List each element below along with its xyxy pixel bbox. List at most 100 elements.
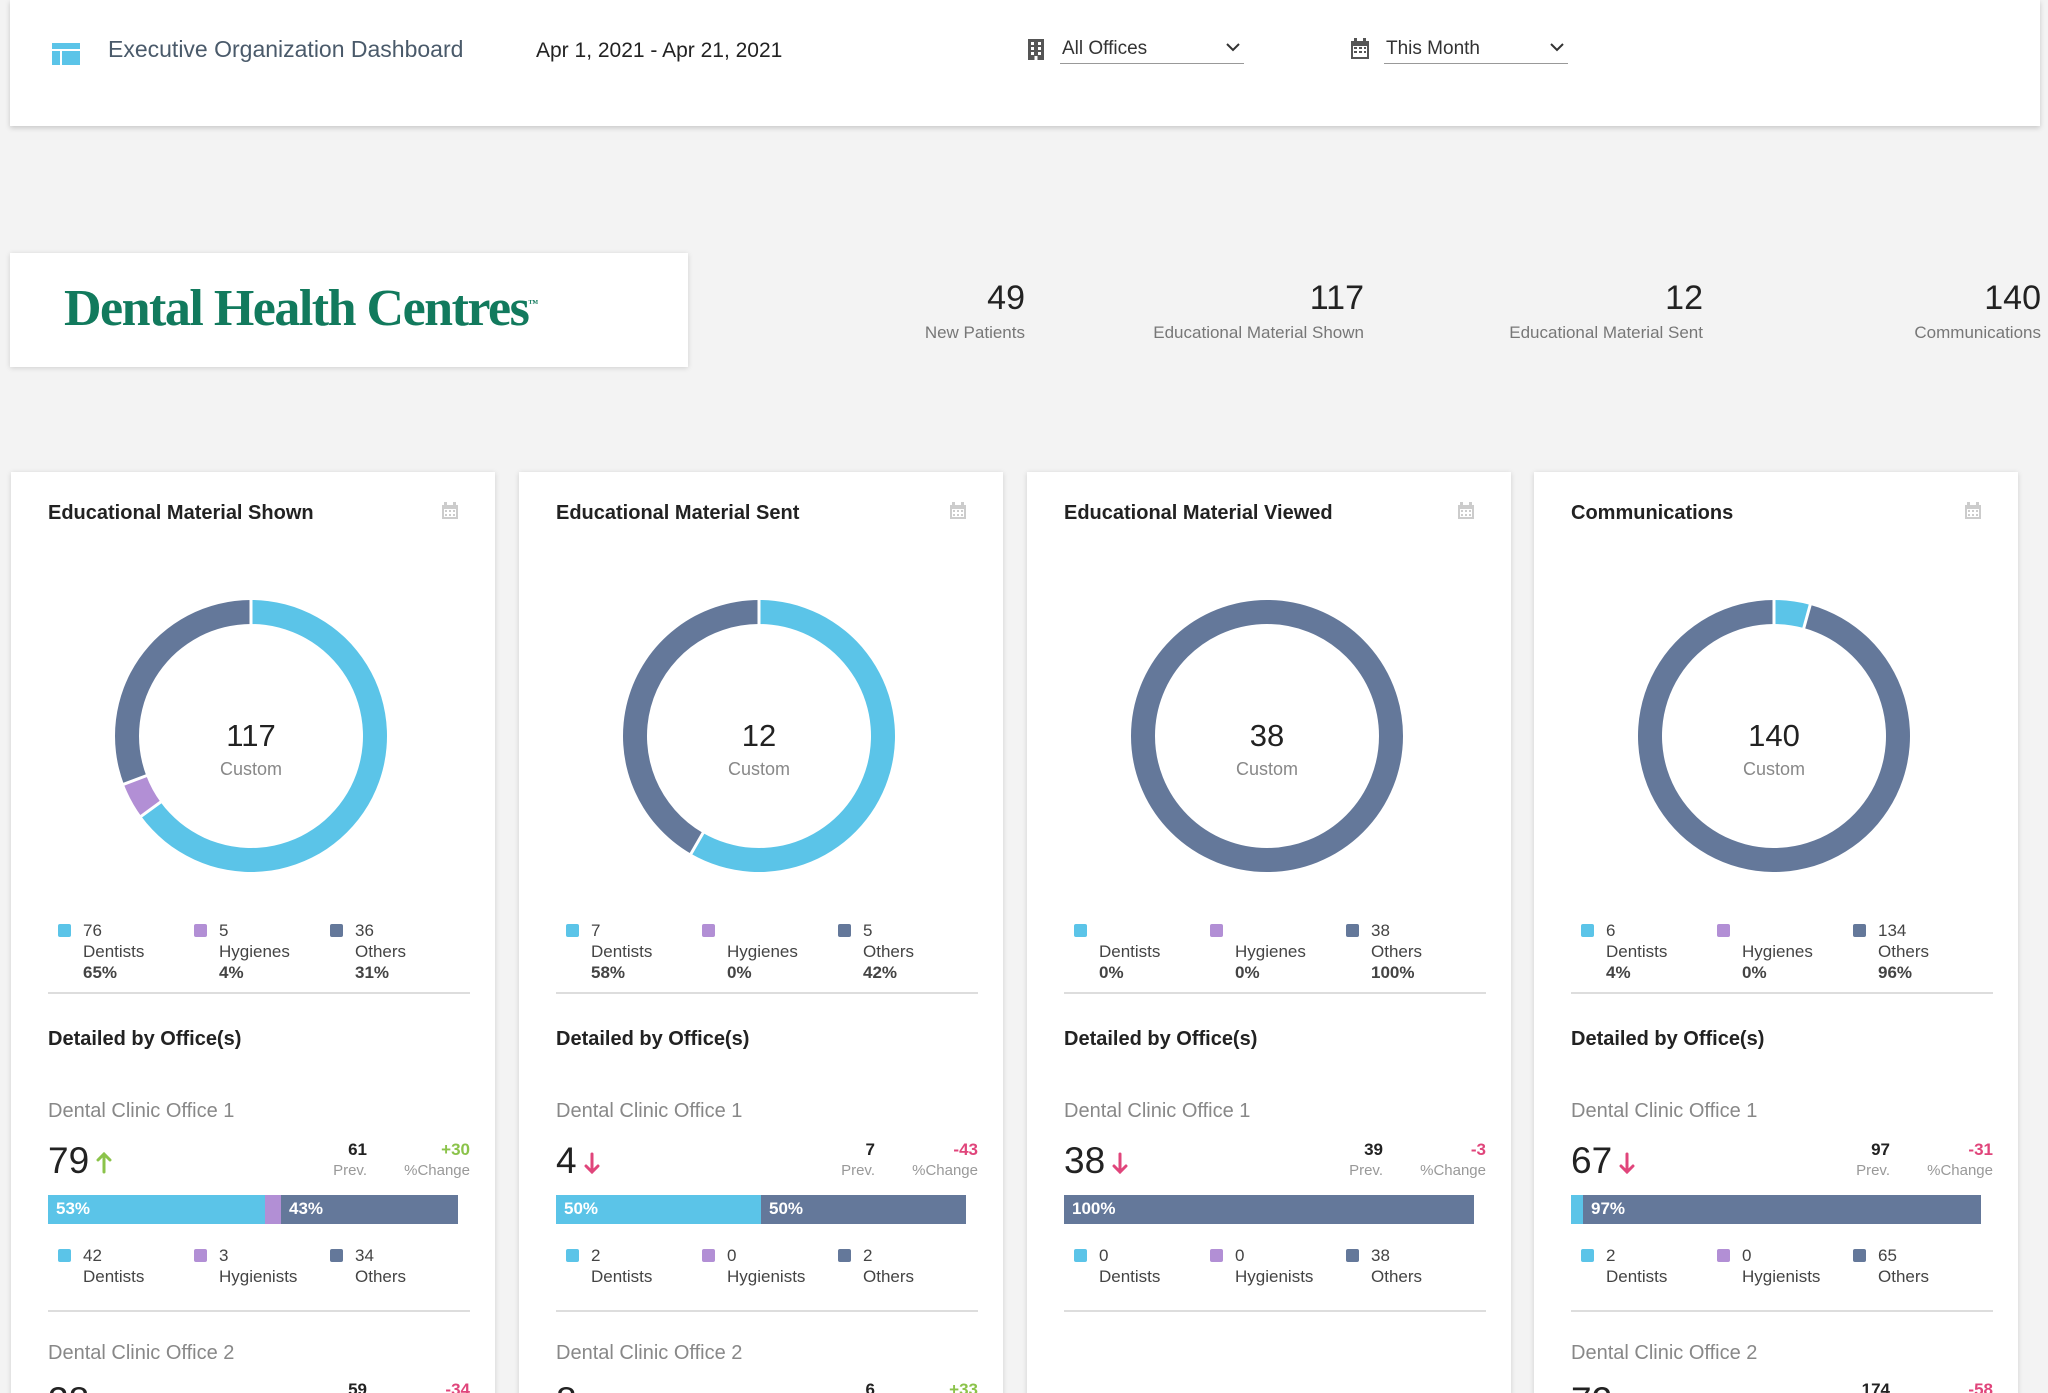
donut-slice-others	[115, 600, 251, 785]
trend-down-arrow-icon	[584, 1152, 600, 1175]
donut-svg	[1131, 600, 1403, 872]
card-communications: Communications 140 Custom 6 Dentists 4%	[1534, 472, 2018, 1393]
legend-label: Others	[1878, 1267, 1930, 1286]
office-breakdown-bar: 97%	[1571, 1195, 1981, 1224]
legend-label: Others	[1371, 942, 1423, 961]
legend-count: 7	[591, 921, 601, 940]
card-educational-material-shown: Educational Material Shown 117 Custom 76…	[11, 472, 495, 1393]
period-select[interactable]: This Month	[1384, 34, 1568, 64]
period-filter[interactable]: This Month	[1350, 34, 1580, 66]
legend-count	[727, 920, 798, 941]
donut-chart: 38 Custom	[1118, 587, 1416, 885]
bar-segment-others	[761, 1195, 966, 1224]
legend-swatch	[1210, 1249, 1223, 1262]
bar-label-dentists: 50%	[564, 1199, 599, 1218]
legend-count	[1235, 920, 1306, 941]
office-breakdown-bar: 53% 43%	[48, 1195, 458, 1224]
legend-swatch	[702, 924, 715, 937]
legend-percent: 58%	[591, 963, 626, 982]
divider	[556, 992, 978, 994]
legend-label: Dentists	[1099, 1267, 1161, 1286]
legend-swatch	[1581, 924, 1594, 937]
legend-swatch	[566, 1249, 579, 1262]
legend-swatch	[1581, 1249, 1594, 1262]
donut-separator	[1802, 603, 1812, 630]
legend-count: 2	[863, 1246, 873, 1265]
bar-segment-dentists	[1571, 1195, 1583, 1224]
bar-label-others: 50%	[769, 1199, 804, 1218]
office-filter[interactable]: All Offices	[1026, 34, 1256, 66]
office-name: Dental Clinic Office 1	[1064, 1100, 1251, 1122]
legend-label: Hygienes	[1742, 942, 1813, 961]
legend-label: Others	[355, 1267, 407, 1286]
percent-change: +33	[949, 1380, 978, 1393]
office-select[interactable]: All Offices	[1060, 34, 1244, 64]
percent-change: -43 %Change	[912, 1140, 978, 1179]
legend-label: Dentists	[83, 942, 145, 961]
donut-separator	[139, 800, 163, 819]
donut-separator	[689, 831, 705, 856]
donut-subtitle: Custom	[727, 759, 790, 779]
donut-total: 12	[741, 718, 777, 753]
percent-change: -58	[1968, 1380, 1993, 1393]
legend-count: 134	[1878, 921, 1907, 940]
kpi-label: Educational Material Shown	[1153, 323, 1364, 343]
calendar-icon[interactable]	[1964, 502, 1982, 520]
bar-label-others: 43%	[289, 1199, 324, 1218]
donut-total: 140	[1748, 718, 1800, 753]
card-title: Educational Material Sent	[556, 502, 800, 524]
legend-swatch	[194, 924, 207, 937]
legend-count	[1099, 920, 1160, 941]
divider	[48, 992, 470, 994]
office-value: 79	[48, 1140, 113, 1182]
legend-label: Dentists	[1099, 942, 1161, 961]
legend-count: 0	[1742, 1246, 1752, 1265]
legend-label: Hygienists	[1235, 1267, 1314, 1286]
previous-value: 61 Prev.	[333, 1140, 367, 1179]
bar-segment-others	[1064, 1195, 1474, 1224]
donut-subtitle: Custom	[1235, 759, 1298, 779]
date-range: Apr 1, 2021 - Apr 21, 2021	[536, 39, 783, 62]
legend-count: 65	[1878, 1246, 1897, 1265]
office-legend: 0 Dentists 0 Hygienists 38 Others	[1074, 1245, 1484, 1289]
donut-chart: 140 Custom	[1625, 587, 1923, 885]
legend-swatch	[330, 1249, 343, 1262]
office-value: 38	[48, 1380, 89, 1393]
office-select-value: All Offices	[1062, 38, 1148, 59]
donut-slice-dentists	[1774, 600, 1811, 629]
legend-count: 3	[219, 1246, 229, 1265]
percent-change: -34	[445, 1380, 470, 1393]
legend-label: Dentists	[591, 1267, 653, 1286]
kpi-label: New Patients	[924, 323, 1025, 343]
legend-swatch	[1074, 924, 1087, 937]
legend-label: Hygienes	[1235, 942, 1306, 961]
legend-count: 6	[1606, 921, 1616, 940]
calendar-icon[interactable]	[949, 502, 967, 520]
legend-count: 38	[1371, 1246, 1390, 1265]
page-title: Executive Organization Dashboard	[108, 36, 464, 62]
kpi-new-patients: 49 New Patients	[924, 279, 1025, 343]
legend-swatch	[1210, 924, 1223, 937]
bar-segment-dentists	[48, 1195, 265, 1224]
donut-svg	[115, 599, 387, 872]
kpi-value: 117	[1309, 279, 1364, 317]
office-legend: 42 Dentists 3 Hygienists 34 Others	[58, 1245, 468, 1289]
legend-label: Dentists	[591, 942, 653, 961]
office-name: Dental Clinic Office 1	[48, 1100, 235, 1122]
detail-title: Detailed by Office(s)	[48, 1028, 242, 1050]
previous-value: 174	[1861, 1380, 1890, 1393]
legend-percent: 4%	[1606, 963, 1631, 982]
legend-count: 34	[355, 1246, 374, 1265]
trend-down-arrow-icon	[1112, 1152, 1128, 1175]
trend-up-arrow-icon	[96, 1152, 112, 1174]
kpi-label: Communications	[1914, 323, 2041, 343]
divider	[1571, 992, 1993, 994]
calendar-icon[interactable]	[441, 502, 459, 520]
building-icon	[1028, 39, 1044, 60]
office-legend: 2 Dentists 0 Hygienists 65 Others	[1581, 1245, 1991, 1289]
kpi-value: 12	[1665, 279, 1703, 317]
card-title: Educational Material Shown	[48, 502, 314, 524]
previous-value: 6	[865, 1380, 875, 1393]
legend-label: Dentists	[1606, 1267, 1668, 1286]
calendar-icon[interactable]	[1457, 502, 1475, 520]
